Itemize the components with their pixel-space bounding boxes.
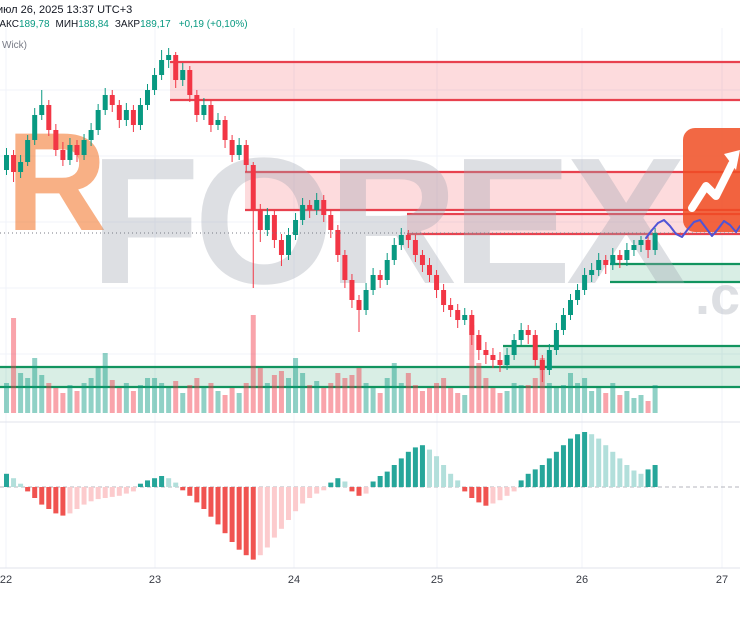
watermark-suffix: .c [695,266,740,326]
support-zone [0,367,740,387]
x-axis-label: 22 [0,574,12,586]
support-zone [503,346,740,367]
x-axis-label: 24 [288,574,300,586]
candlestick-series [4,48,658,382]
watermark-letter: R [6,103,107,260]
volume-series [4,315,658,413]
pane-separators [0,421,740,569]
macd-histogram [0,432,740,560]
resistance-zone [407,214,740,234]
forecast-line [645,219,740,239]
resistance-zone [170,62,740,100]
x-axis-label: 23 [149,574,161,586]
logo-arrow-box [683,128,740,232]
x-axis-label: 26 [576,574,588,586]
logo-arrow-icon [688,160,736,212]
x-axis-label: 27 [716,574,728,586]
resistance-zone [245,172,740,210]
support-zone [610,264,740,282]
supply-demand-zones [0,60,740,389]
x-axis-label: 25 [431,574,443,586]
time-axis[interactable]: 22 23 24 25 26 27 [0,574,728,586]
watermark-text: FOREX [90,121,685,322]
